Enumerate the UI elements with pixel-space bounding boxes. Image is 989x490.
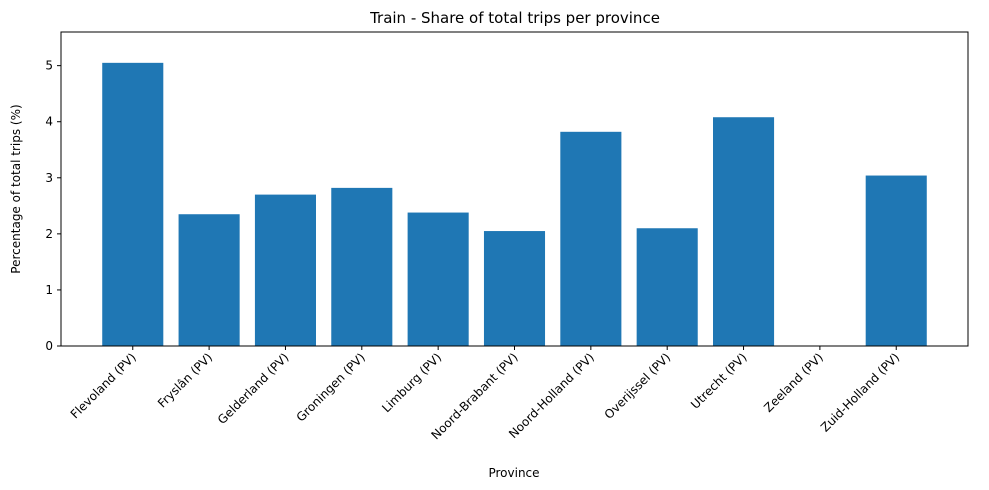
bar [178, 214, 240, 346]
y-tick-label: 2 [45, 227, 53, 241]
y-tick-label: 0 [45, 339, 53, 353]
x-tick-label: Noord-Brabant (PV) [428, 350, 520, 442]
x-tick-label: Flevoland (PV) [68, 350, 139, 421]
bar [331, 187, 393, 346]
bar [865, 175, 927, 346]
y-tick-label: 4 [45, 115, 53, 129]
bar [560, 131, 622, 346]
bar [483, 231, 546, 346]
bar [254, 194, 316, 346]
x-tick-label: Fryslân (PV) [155, 350, 215, 410]
x-axis-ticks: Flevoland (PV) Fryslân (PV) Gelderland (PV… [68, 346, 902, 442]
x-tick-label: Limburg (PV) [379, 350, 444, 415]
chart-title: Train - Share of total trips per provinc… [369, 9, 660, 27]
x-axis-label: Province [488, 466, 539, 480]
bars-layer [102, 62, 927, 346]
x-tick-label: Gelderland (PV) [215, 350, 292, 427]
x-tick-label: Overijssel (PV) [602, 350, 674, 422]
x-tick-label: Zuid-Holland (PV) [818, 350, 902, 434]
y-tick-label: 5 [45, 59, 53, 73]
bar [636, 228, 698, 346]
y-axis-ticks: 0 1 2 3 4 5 [45, 59, 61, 353]
y-tick-label: 3 [45, 171, 53, 185]
x-tick-label: Utrecht (PV) [688, 350, 750, 412]
y-axis-label: Percentage of total trips (%) [9, 104, 23, 273]
bar [407, 212, 469, 346]
bar [102, 62, 164, 346]
x-tick-label: Groningen (PV) [294, 350, 368, 424]
x-tick-label: Zeeland (PV) [761, 350, 826, 415]
x-tick-label: Noord-Holland (PV) [506, 350, 597, 441]
bar [713, 117, 775, 346]
y-tick-label: 1 [45, 283, 53, 297]
